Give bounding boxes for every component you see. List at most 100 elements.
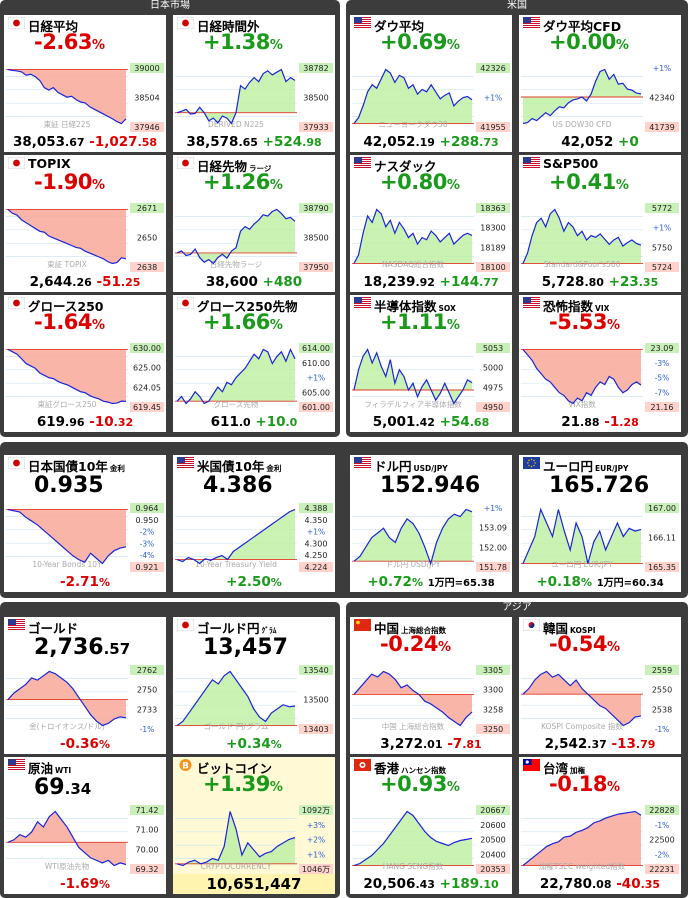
change-main: -1,027	[89, 134, 138, 150]
chart-area[interactable]: VIX指数 23.09 -3% -5% -7% 21.16	[521, 340, 679, 413]
chart-area[interactable]: 金(トロイオンス/ドル) 2762 2750 2733 -1%	[6, 662, 164, 735]
change-percent-value: -2.71	[60, 574, 99, 590]
card-nikkei-fut[interactable]: 日経先物 ラージ +1.26% 日経先物ラージ 38790 38500 37950 38,60…	[173, 155, 335, 292]
tick-bg	[645, 503, 679, 513]
chart-area[interactable]: CRYPTOCURRENCY 1092万 +3% +2% +1% 1046万	[175, 802, 333, 875]
chart-area[interactable]: HANG SENG指数 20667 20600 20500 20400 20353	[352, 802, 510, 875]
y-axis-labels: 5053 5000 4975 4950	[476, 343, 510, 412]
chart-watermark: HANG SENG指数	[383, 861, 444, 871]
tick-label: 3250	[483, 725, 503, 734]
card-usdjpy[interactable]: ドル円 USD/JPY 152.946 ドル円 USD/JPY +1% 153.09 152…	[350, 455, 512, 592]
card-nikkei-after[interactable]: 日経時間外 +1.38% DERIVED N225 38782 38500 37933 38…	[173, 15, 335, 152]
chart-area[interactable]: 東証 日経225 39000 38504 37946	[6, 60, 164, 133]
chart-area[interactable]: DERIVED N225 38782 38500 37933	[175, 60, 333, 133]
card-growth250[interactable]: グロース250 -1.64% 東証グロース250 630.00 625.00 624.05…	[4, 295, 166, 432]
change-percent-value: +0.93	[380, 772, 447, 796]
chart-area[interactable]: 10-Year Bonds 10Y 0.964 0.950 -2% -3% -4% 0.92…	[6, 500, 164, 573]
chart-area[interactable]: KOSPI Composite 指数 2559 2550 2538 -1%	[521, 662, 679, 735]
percent-unit: %	[270, 738, 282, 751]
tick-label: 5724	[652, 263, 672, 272]
tick-bg	[645, 864, 679, 874]
card-eurjpy[interactable]: ユーロ円 EUR/JPY 165.726 ユーロ円 EUR/JPY 167.00 166.…	[519, 455, 681, 592]
change-percent-value: +0.41	[549, 170, 616, 194]
chart-area[interactable]: 中国 上海総合指数 3305 3300 3258 3250	[352, 662, 510, 735]
card-nikkei[interactable]: 日経平均 -2.63% 東証 日経225 39000 38504 37946 38,053.…	[4, 15, 166, 152]
card-subname: KOSPI	[570, 626, 596, 635]
card-name: ゴールド円 ｸﾞﾗﾑ	[197, 618, 277, 636]
chart-watermark: 東証 日経225	[44, 119, 91, 129]
card-topix[interactable]: TOPIX -1.90% 東証 TOPIX 2671 2650 2638 2,644.26 …	[4, 155, 166, 292]
card-kospi[interactable]: 韓国 KOSPI -0.54% KOSPI Composite 指数 2559 2550 2…	[519, 617, 681, 754]
card-btc[interactable]: B ビットコイン +1.39% CRYPTOCURRENCY 1092万 +3% +2% +1…	[173, 757, 335, 894]
chart-area[interactable]: ユーロ円 EUR/JPY 167.00 166.11 165.35	[521, 500, 679, 573]
change-amount: +480	[263, 274, 303, 290]
change-percent-value: -0.18	[549, 772, 608, 796]
card-sp500[interactable]: S&P500 +0.41% Standard&Poor's500 5772 +1% 575…	[519, 155, 681, 292]
card-name: 恐怖指数 VIX	[543, 296, 609, 314]
card-gold-jpy[interactable]: ゴールド円 ｸﾞﾗﾑ 13,457 ゴールド 円/グラム 13540 13500 13403…	[173, 617, 335, 754]
card-wti[interactable]: 原油 WTI 69.34 WTI原油先物 71.42 71.00 70.00 69.32 -1.…	[4, 757, 166, 894]
change-percent: -1.64%	[34, 310, 166, 334]
card-nasdaq[interactable]: ナスダック +0.80% NASDAQ総合指数 18363 18300 18189 1810…	[350, 155, 512, 292]
tick-bg	[476, 122, 510, 132]
change-percent: +0.69%	[380, 30, 512, 54]
card-name: 日経時間外	[197, 16, 260, 34]
change-decimal: .25	[120, 276, 141, 289]
card-footer: 3,272.01 -7.81	[350, 736, 512, 752]
chart-watermark: NASDAQ総合指数	[382, 259, 445, 269]
card-taiwan[interactable]: 台湾 加権 -0.18% 加権TSEC weighted指数 22828 -1% 22500…	[519, 757, 681, 894]
chart-area[interactable]: 10-Year Treasury Yield 4.388 4.350 +1% 4.300…	[175, 500, 333, 573]
price-line	[353, 508, 473, 566]
card-jgb10[interactable]: 日本国債10年 金利 0.935 10-Year Bonds 10Y 0.964 0.95…	[4, 455, 166, 592]
line-chart: フィラデルフィア半導体指数 5053 5000 4975 4950	[352, 343, 510, 412]
tick-bg	[299, 864, 333, 874]
value-text: 0.935	[34, 473, 104, 498]
card-growth250-fut[interactable]: グロース250先物 +1.66% グロース先物 614.00 610.00 +1% 605.…	[173, 295, 335, 432]
chart-area[interactable]: グロース先物 614.00 610.00 +1% 605.00 601.00	[175, 340, 333, 413]
card-hangseng[interactable]: 香港 ハンセン指数 +0.93% HANG SENG指数 20667 20600 20500…	[350, 757, 512, 894]
tick-bg	[130, 262, 164, 272]
tick-label: 22828	[649, 806, 674, 815]
price: 38,053.67	[13, 134, 85, 150]
chart-area[interactable]: WTI原油先物 71.42 71.00 70.00 69.32	[6, 802, 164, 875]
chart-area[interactable]: NASDAQ総合指数 18363 18300 18189 18100	[352, 200, 510, 273]
current-value: 2,736.57	[34, 635, 166, 660]
chart-area[interactable]: フィラデルフィア半導体指数 5053 5000 4975 4950	[352, 340, 510, 413]
card-dow-cfd[interactable]: ダウ平均CFD +0.00% US DOW30 CFD +1% 42340 41739 42…	[519, 15, 681, 152]
card-name-text: TOPIX	[28, 156, 71, 171]
chart-area[interactable]: ゴールド 円/グラム 13540 13500 13403	[175, 662, 333, 735]
change-percent-value: +0.69	[380, 30, 447, 54]
change-percent: +0.18%	[536, 574, 592, 590]
area-fill	[523, 671, 641, 726]
card-dow[interactable]: ダウ平均 +0.69% ニューヨークダウ30 42326 +1% 41955 42,052.…	[350, 15, 512, 152]
chart-area[interactable]: 東証グロース250 630.00 625.00 624.05 619.45	[6, 340, 164, 413]
chart-area[interactable]: 日経先物ラージ 38790 38500 37950	[175, 200, 333, 273]
price-decimal: .80	[584, 276, 604, 289]
card-shanghai[interactable]: 中国 上海総合指数 -0.24% 中国 上海総合指数 3305 3300 3258 3250 3…	[350, 617, 512, 754]
card-subname: ラージ	[249, 164, 272, 173]
change-percent: -0.54%	[549, 632, 681, 656]
card-ust10[interactable]: 米国債10年 金利 4.386 10-Year Treasury Yield 4.388…	[173, 455, 335, 592]
card-sox[interactable]: 半導体指数 SOX +1.11% フィラデルフィア半導体指数 5053 5000 4975 4…	[350, 295, 512, 432]
price-main: 2,644	[29, 274, 73, 290]
chart-area[interactable]: 加権TSEC weighted指数 22828 -1% 22500 -2% 22231	[521, 802, 679, 875]
chart-area[interactable]: US DOW30 CFD +1% 42340 41739	[521, 60, 679, 133]
change-main: -51	[96, 274, 121, 290]
area-fill	[8, 349, 126, 404]
y-axis-labels: 5772 +1% 5750 5724	[645, 203, 679, 272]
chart-area[interactable]: 東証 TOPIX 2671 2650 2638	[6, 200, 164, 273]
change-percent-value: -1.90	[34, 170, 93, 194]
price-decimal: .19	[415, 136, 435, 149]
card-gold[interactable]: ゴールド 2,736.57 金(トロイオンス/ドル) 2762 2750 2733 -1% -…	[4, 617, 166, 754]
change-percent-value: -0.36	[60, 736, 99, 752]
card-name: ビットコイン	[197, 758, 272, 776]
chart-area[interactable]: ドル円 USD/JPY +1% 153.09 152.00 151.78	[352, 500, 510, 573]
tick-label: 166.11	[648, 534, 676, 543]
y-axis-labels: 38782 38500 37933	[299, 63, 333, 132]
card-vix[interactable]: 恐怖指数 VIX -5.53% VIX指数 23.09 -3% -5% -7% 21.16 21.…	[519, 295, 681, 432]
chart-area[interactable]: Standard&Poor's500 5772 +1% 5750 5724	[521, 200, 679, 273]
chart-area[interactable]: ニューヨークダウ30 42326 +1% 41955	[352, 60, 510, 133]
conversion-rate: 1万円=60.34	[596, 578, 664, 589]
card-name: 原油 WTI	[28, 758, 71, 776]
tick-label: 23.09	[651, 344, 674, 353]
